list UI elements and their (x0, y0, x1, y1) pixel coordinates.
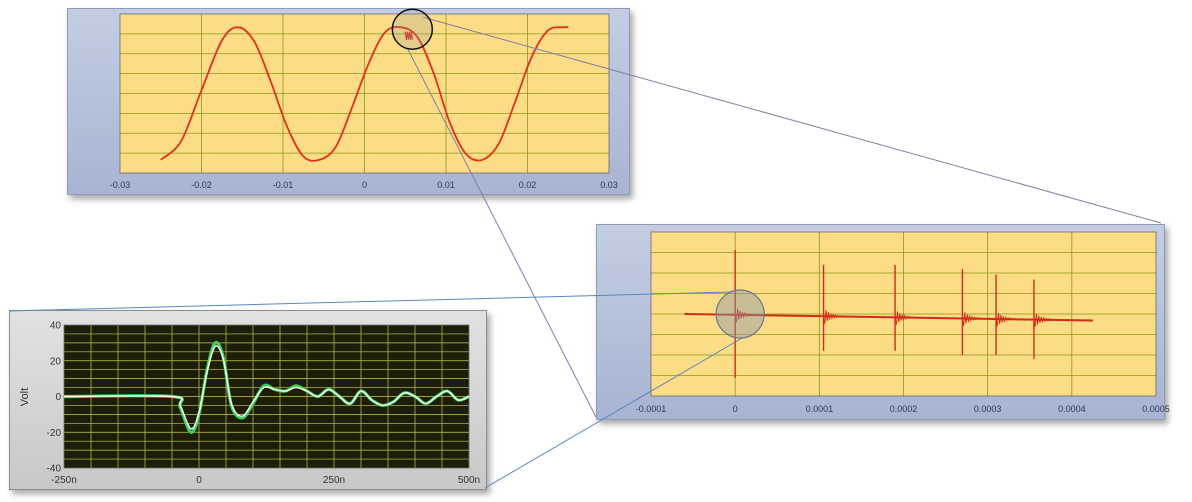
x-tick-label: 0.02 (519, 180, 537, 190)
x-tick-label: 500n (458, 475, 480, 486)
y-tick-label: 20 (50, 356, 62, 367)
plot-top-x-ticks: -0.03 -0.02 -0.01 0 0.01 0.02 0.03 (110, 180, 618, 190)
x-tick-label: -0.03 (110, 180, 131, 190)
plot-top: -0.03 -0.02 -0.01 0 0.01 0.02 0.03 (110, 14, 618, 190)
y-tick-label: 40 (50, 321, 62, 332)
x-tick-label: 0.01 (437, 180, 455, 190)
x-tick-label: 0 (196, 475, 202, 486)
x-tick-label: 0.0004 (1058, 404, 1086, 414)
x-tick-label: 250n (323, 475, 345, 486)
plot-bottom-y-ticks: 40 20 0 -20 -40 (47, 321, 62, 475)
plot-middle: -0.0001 0 0.0001 0.0002 0.0003 0.0004 0.0005 (636, 232, 1170, 414)
connector-line (9, 292, 730, 311)
plot-middle-x-ticks: -0.0001 0 0.0001 0.0002 0.0003 0.0004 0.0005 (636, 404, 1170, 414)
x-tick-label: -0.01 (273, 180, 294, 190)
y-tick-label: -20 (47, 428, 62, 439)
x-tick-label: 0 (733, 404, 738, 414)
x-tick-label: 0.0002 (890, 404, 918, 414)
zoom-marker-circle (392, 9, 432, 49)
x-tick-label: -250n (51, 475, 77, 486)
x-tick-label: 0.0003 (974, 404, 1002, 414)
x-tick-label: -0.02 (191, 180, 212, 190)
plot-bottom-x-ticks: -250n 0 250n 500n (51, 475, 480, 486)
plot-bottom-y-axis-label: Volt (19, 388, 31, 406)
plot-bottom: -250n 0 250n 500n 40 20 0 -20 -40 Volt (19, 321, 480, 487)
zoom-marker-circle (716, 290, 764, 338)
x-tick-label: 0.03 (600, 180, 618, 190)
x-tick-label: 0.0001 (806, 404, 834, 414)
x-tick-label: 0.0005 (1142, 404, 1170, 414)
x-tick-label: 0 (362, 180, 367, 190)
y-tick-label: -40 (47, 464, 62, 475)
x-tick-label: -0.0001 (636, 404, 667, 414)
connector-line (485, 338, 742, 488)
y-tick-label: 0 (55, 392, 61, 403)
